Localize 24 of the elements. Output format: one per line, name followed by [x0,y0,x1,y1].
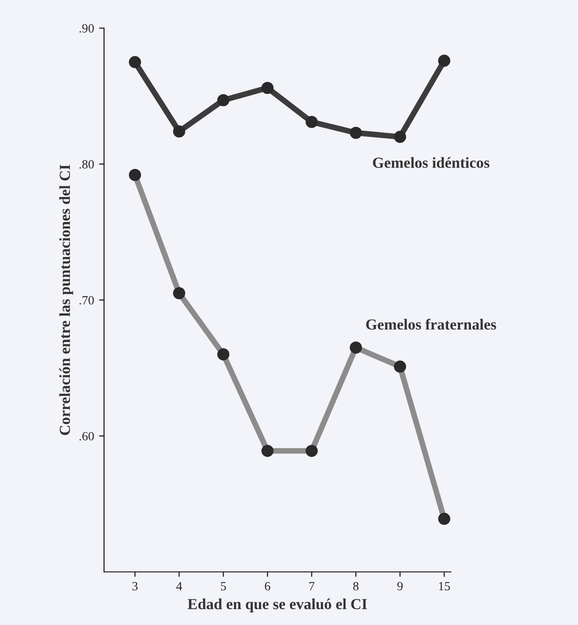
x-tick-label: 9 [397,582,403,590]
point [173,125,186,138]
x-axis-title: Edad en que se evaluó el CI [188,598,367,612]
y-tick-label: .80 [80,160,94,169]
series-label: Gemelos fraternales [366,318,496,330]
y-tick-label: .60 [80,432,94,440]
y-tick-label: .70 [80,296,94,305]
x-tick-label: 5 [220,582,226,590]
point [306,116,318,128]
point [350,126,362,139]
point [394,130,406,143]
y-axis-title: Correlación entre las puntuaciones del CI [59,164,74,435]
x-tick-label: 7 [309,582,314,590]
point [217,94,230,106]
series-label: Gemelos idénticos [372,157,490,168]
x-tick-label: 15 [439,582,450,590]
x-tick-label: 4 [176,582,182,590]
x-tick-label: 8 [353,582,359,590]
point [128,56,142,68]
x-tick-label: 6 [264,582,270,590]
point [261,82,274,94]
point [438,54,450,67]
y-tick-label: .90 [80,24,94,33]
x-tick-label: 3 [132,582,138,590]
